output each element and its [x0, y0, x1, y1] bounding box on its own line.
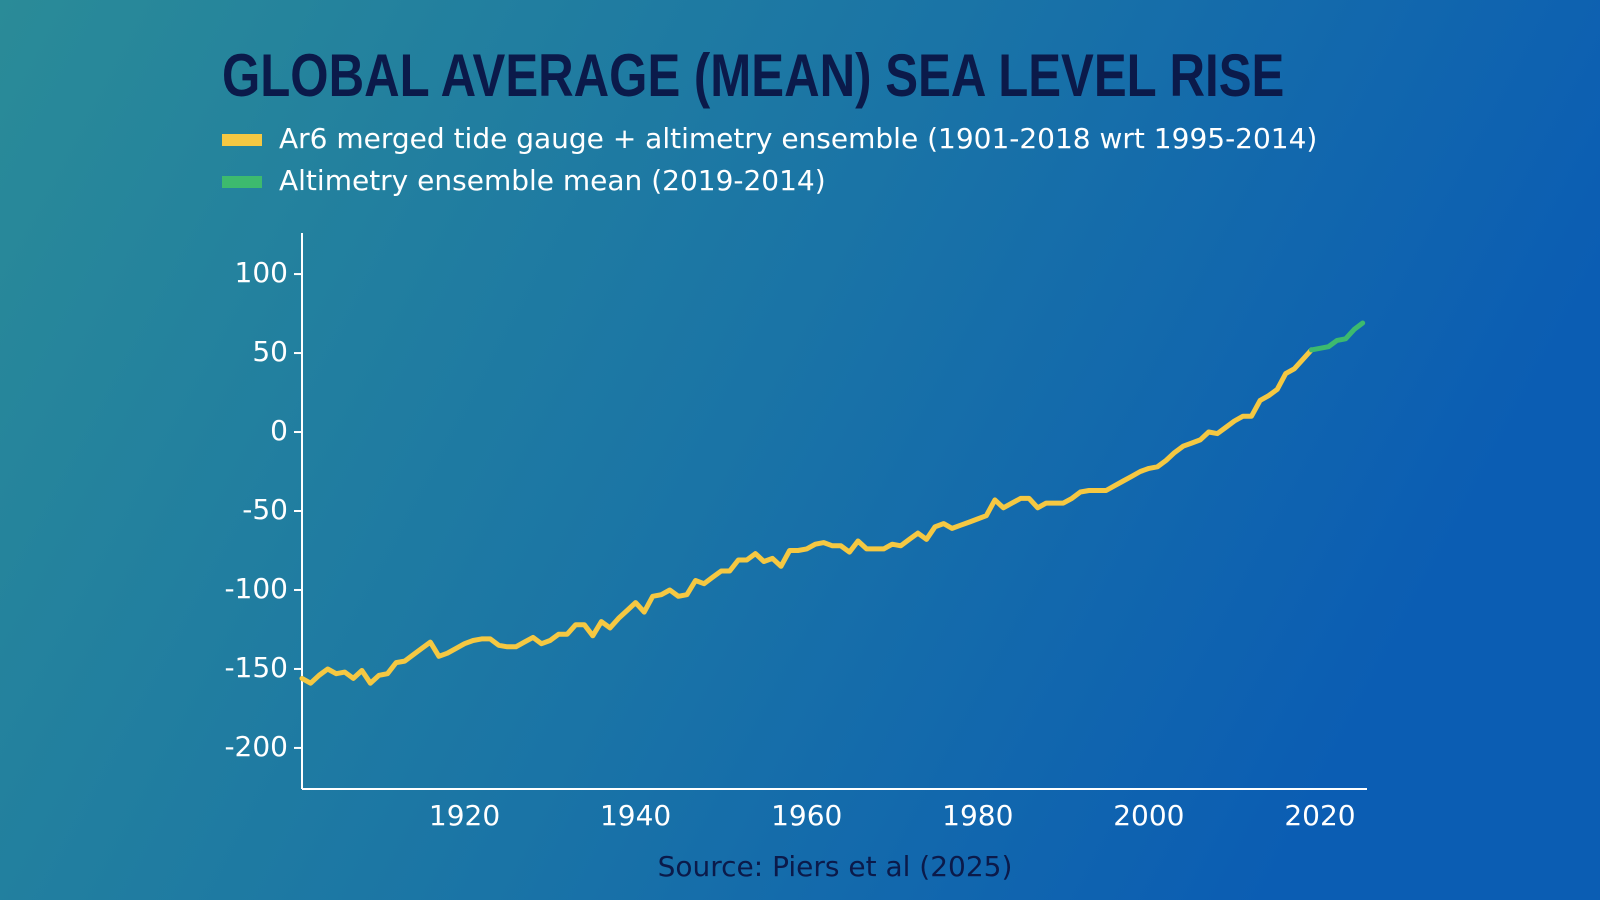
x-tick-label: 1980 [942, 799, 1013, 832]
y-tick-label: 100 [235, 256, 288, 289]
data-line [299, 347, 1314, 686]
legend-swatch [222, 176, 262, 188]
y-tick-label: -150 [224, 651, 288, 684]
legend-swatch [222, 134, 262, 146]
data-line [1308, 320, 1366, 353]
x-tick-label: 2000 [1113, 799, 1184, 832]
y-tick-label: 50 [252, 335, 288, 368]
source: Source: Piers et al (2025) [658, 850, 1013, 883]
x-tick-label: 1940 [600, 799, 671, 832]
y-tick-label: 0 [270, 414, 288, 447]
x-tick-label: 1920 [429, 799, 500, 832]
x-tick-label: 2020 [1284, 799, 1355, 832]
y-tick-label: -50 [242, 493, 288, 526]
legend-label: Ar6 merged tide gauge + altimetry ensemb… [279, 122, 1317, 155]
y-tick-label: -100 [224, 572, 288, 605]
chart-title: GLOBAL AVERAGE (MEAN) SEA LEVEL RISE [222, 41, 1284, 109]
x-tick-label: 1960 [771, 799, 842, 832]
y-tick-label: -200 [224, 730, 288, 763]
legend-label: Altimetry ensemble mean (2019-2014) [279, 164, 826, 197]
